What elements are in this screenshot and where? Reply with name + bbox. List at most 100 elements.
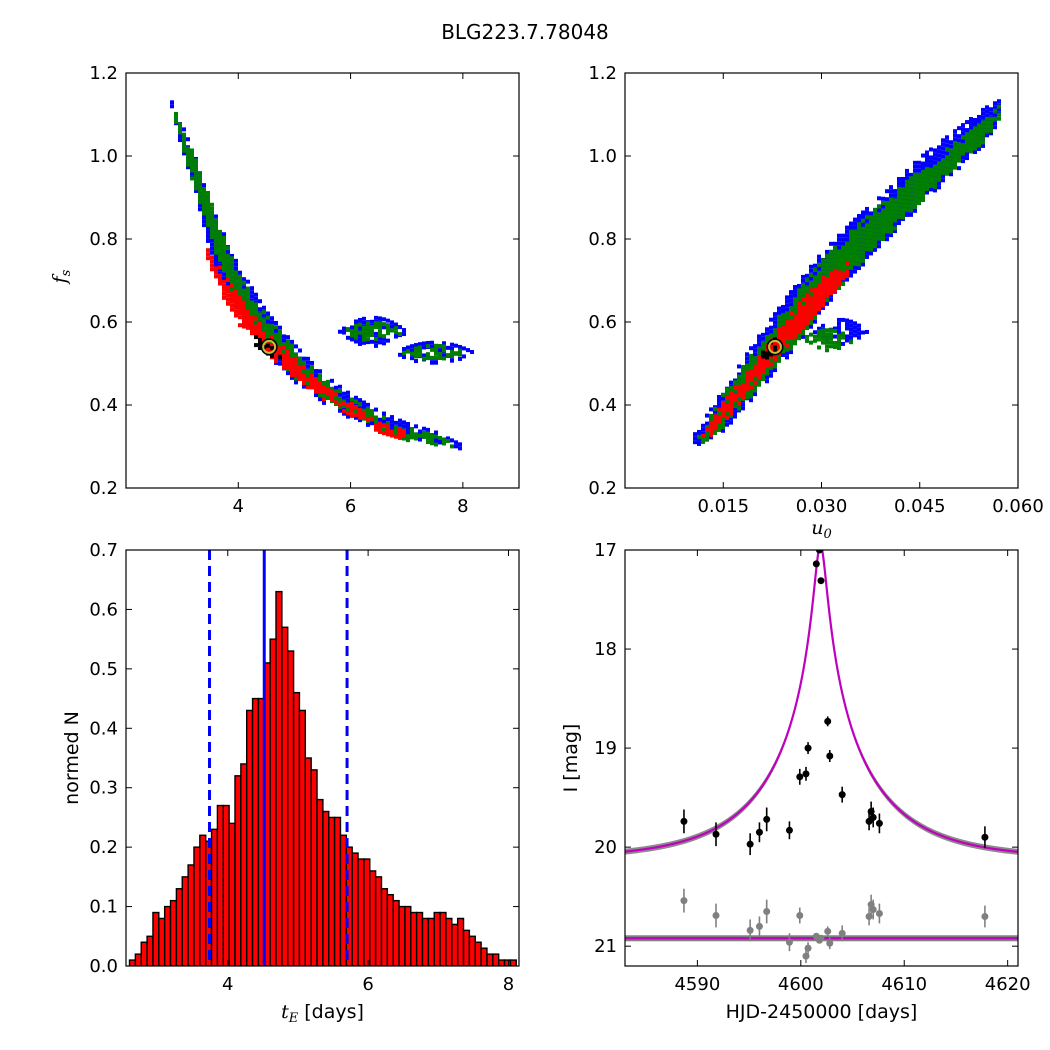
heat-cell	[725, 387, 729, 392]
heat-cell	[186, 150, 190, 155]
heat-cell	[981, 136, 985, 141]
heat-cell	[777, 306, 781, 311]
heat-cell	[258, 342, 262, 347]
heat-cell	[853, 321, 857, 326]
heat-cell	[418, 345, 422, 350]
heat-cell	[230, 291, 234, 296]
heat-cell	[781, 321, 785, 326]
heat-cell	[961, 139, 965, 144]
heat-cell	[266, 347, 270, 352]
heat-cell	[721, 405, 725, 410]
heat-cell	[817, 254, 821, 259]
heat-cell	[873, 232, 877, 237]
heat-cell	[881, 217, 885, 222]
heat-cell	[797, 288, 801, 293]
heat-cell	[817, 303, 821, 308]
heat-cell	[969, 125, 973, 130]
heat-cell	[430, 344, 434, 349]
heat-cell	[753, 392, 757, 397]
heat-cell	[442, 348, 446, 353]
heat-cell	[849, 269, 853, 274]
heat-cell	[773, 340, 777, 345]
heat-cell	[949, 148, 953, 153]
heat-cell	[765, 367, 769, 372]
heat-cell	[825, 336, 829, 341]
heat-cell	[210, 246, 214, 251]
heat-cell	[214, 250, 218, 255]
heat-cell	[757, 334, 761, 339]
heat-cell	[885, 221, 889, 226]
heat-cell	[198, 192, 202, 197]
heat-cell	[857, 230, 861, 235]
heat-cell	[198, 196, 202, 201]
heat-cell	[753, 356, 757, 361]
histogram-layer	[128, 550, 517, 966]
heat-cell	[446, 345, 450, 350]
heat-cell	[789, 327, 793, 332]
heat-cell	[170, 104, 174, 109]
heat-cell	[218, 277, 222, 282]
heat-cell	[849, 257, 853, 262]
data-point	[875, 819, 883, 827]
heat-cell	[697, 434, 701, 439]
data-point	[763, 815, 771, 823]
heat-cell	[238, 315, 242, 320]
heat-cell	[837, 237, 841, 242]
heat-cell	[905, 195, 909, 200]
heat-cell	[374, 315, 378, 320]
heat-cell	[250, 327, 254, 332]
heat-cell	[226, 277, 230, 282]
axes-frame	[125, 72, 520, 489]
histogram-bar	[146, 935, 154, 966]
heat-cell	[362, 333, 366, 338]
heat-cell	[214, 214, 218, 219]
histogram-bar	[163, 905, 172, 966]
heat-cell	[873, 228, 877, 233]
heat-cell	[410, 348, 414, 353]
heat-cell	[841, 245, 845, 250]
heat-cell	[306, 356, 310, 361]
heat-cell	[777, 335, 781, 340]
residual-point	[981, 912, 989, 920]
heat-cell	[222, 232, 226, 237]
heat-cell	[222, 295, 226, 300]
heat-cell	[941, 142, 945, 147]
heat-cell	[933, 180, 937, 185]
heat-cell	[390, 415, 394, 420]
heat-cell	[761, 369, 765, 374]
heat-cell	[182, 144, 186, 149]
heat-cell	[318, 389, 322, 394]
heat-cell	[897, 181, 901, 186]
heat-cell	[841, 265, 845, 270]
heat-cell	[450, 438, 454, 443]
heat-cell	[749, 393, 753, 398]
heat-cell	[354, 339, 358, 344]
heat-cell	[845, 322, 849, 327]
heat-cell	[210, 234, 214, 239]
heat-cell	[961, 151, 965, 156]
heat-cell	[925, 174, 929, 179]
heat-cell	[705, 421, 709, 426]
heat-cell	[821, 299, 825, 304]
heat-cell	[406, 349, 410, 354]
heat-cell	[809, 300, 813, 305]
heat-cell	[773, 324, 777, 329]
heat-cell	[873, 216, 877, 221]
heat-cell	[945, 171, 949, 176]
heat-cell	[769, 365, 773, 370]
heat-cell	[993, 108, 997, 113]
heat-cell	[781, 325, 785, 330]
heat-cell	[222, 283, 226, 288]
heat-cell	[418, 429, 422, 434]
heat-cell	[741, 373, 745, 378]
heat-cell	[178, 138, 182, 143]
heat-cell	[801, 274, 805, 279]
heat-cell	[805, 273, 809, 278]
heat-cell	[338, 388, 342, 393]
heat-cell	[414, 424, 418, 429]
heat-cell	[306, 360, 310, 365]
heat-cell	[981, 115, 985, 120]
heat-cell	[981, 128, 985, 133]
heat-cell	[785, 324, 789, 329]
heat-cell	[338, 384, 342, 389]
